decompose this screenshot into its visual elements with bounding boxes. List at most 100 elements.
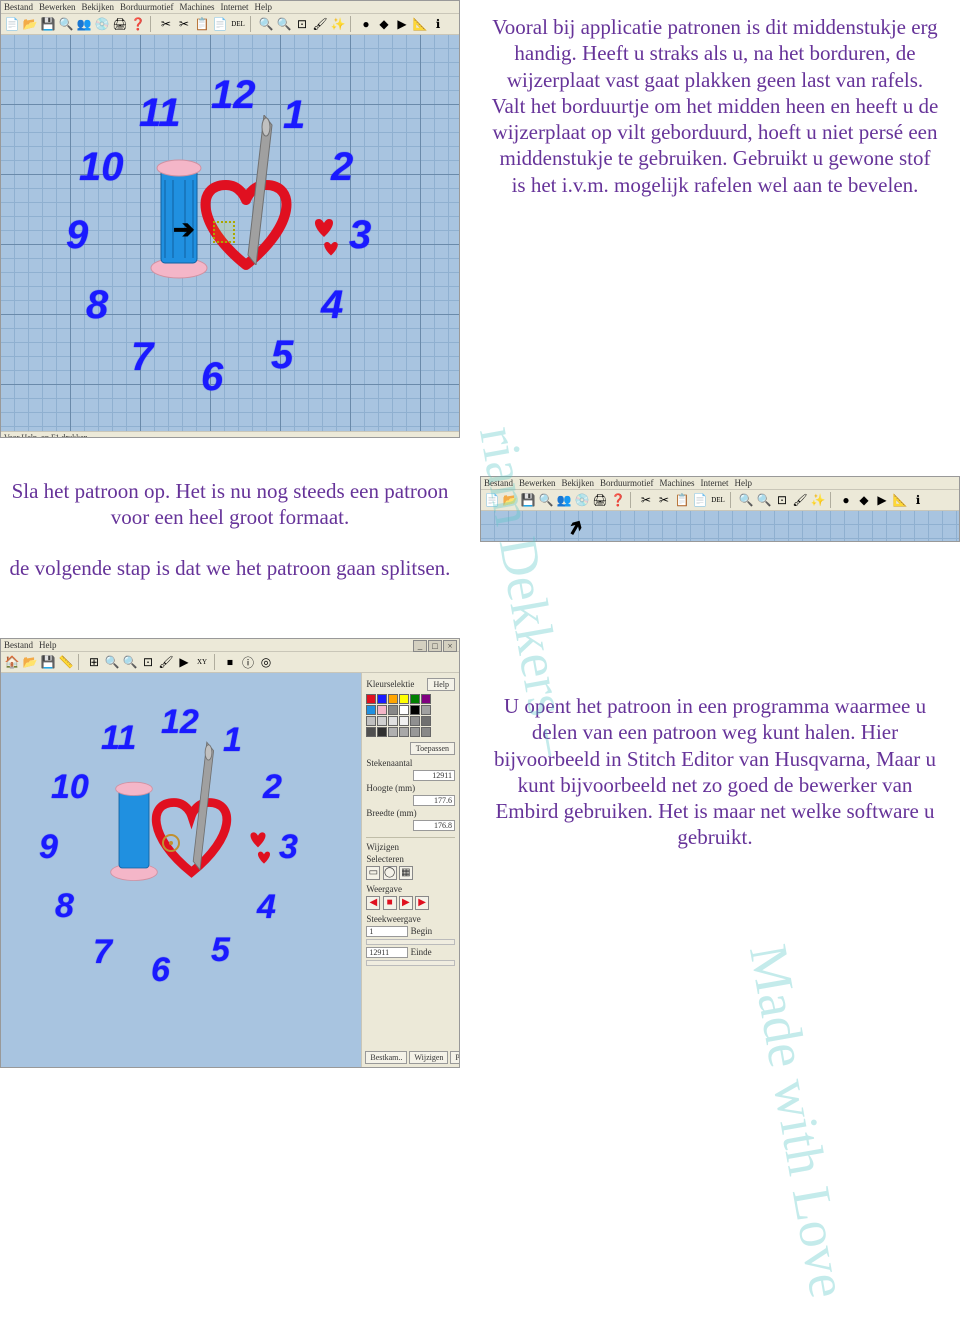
- save-icon[interactable]: 💾: [40, 16, 56, 32]
- menu-item[interactable]: Help: [734, 478, 752, 488]
- tool-icon[interactable]: 📐: [892, 492, 908, 508]
- color-swatch[interactable]: [399, 694, 409, 704]
- play-icon[interactable]: ▶: [399, 896, 413, 910]
- color-swatch[interactable]: [377, 727, 387, 737]
- help-button[interactable]: Help: [427, 678, 455, 691]
- del-icon[interactable]: DEL: [230, 16, 246, 32]
- info-icon[interactable]: ⓘ: [240, 654, 256, 670]
- people-icon[interactable]: 👥: [76, 16, 92, 32]
- menu-item[interactable]: Borduurmotief: [600, 478, 654, 488]
- color-swatch[interactable]: [399, 727, 409, 737]
- color-swatch[interactable]: [421, 705, 431, 715]
- fit-icon[interactable]: ⊡: [294, 16, 310, 32]
- menu-item[interactable]: Internet: [700, 478, 728, 488]
- help-icon[interactable]: ❓: [130, 16, 146, 32]
- zoom-in-icon[interactable]: 🔍: [258, 16, 274, 32]
- color-swatch[interactable]: [377, 705, 387, 715]
- info-icon[interactable]: ℹ: [910, 492, 926, 508]
- zoom-in-icon[interactable]: 🔍: [738, 492, 754, 508]
- color-swatch[interactable]: [399, 705, 409, 715]
- color-swatch[interactable]: [399, 716, 409, 726]
- save-icon[interactable]: 💾: [520, 492, 536, 508]
- copy-icon[interactable]: 📋: [194, 16, 210, 32]
- menu-item[interactable]: Borduurmotief: [120, 2, 174, 12]
- color-swatch[interactable]: [366, 716, 376, 726]
- zoom-out-icon[interactable]: 🔍: [756, 492, 772, 508]
- circle-icon[interactable]: ●: [358, 16, 374, 32]
- open-icon[interactable]: 📂: [502, 492, 518, 508]
- info-icon[interactable]: ℹ: [430, 16, 446, 32]
- del-icon[interactable]: DEL: [710, 492, 726, 508]
- open-icon[interactable]: 📂: [22, 654, 38, 670]
- color-swatch[interactable]: [410, 705, 420, 715]
- slider-begin[interactable]: [366, 939, 455, 945]
- menu-item[interactable]: Bestand: [484, 478, 513, 488]
- circle-icon[interactable]: ●: [838, 492, 854, 508]
- color-swatch[interactable]: [421, 727, 431, 737]
- brush-icon[interactable]: 🖌: [158, 654, 174, 670]
- brush-icon[interactable]: 🖌: [312, 16, 328, 32]
- open-icon[interactable]: 📂: [22, 16, 38, 32]
- menu-item[interactable]: Machines: [659, 478, 694, 488]
- color-swatch[interactable]: [410, 716, 420, 726]
- disk-icon[interactable]: 💿: [94, 16, 110, 32]
- find-icon[interactable]: 🔍: [58, 16, 74, 32]
- stop-icon[interactable]: ■: [383, 896, 397, 910]
- color-swatch[interactable]: [366, 727, 376, 737]
- save-icon[interactable]: 💾: [40, 654, 56, 670]
- color-swatch[interactable]: [410, 694, 420, 704]
- copy-icon[interactable]: 📋: [674, 492, 690, 508]
- color-swatch[interactable]: [366, 694, 376, 704]
- xy-icon[interactable]: XY: [194, 654, 210, 670]
- fit-icon[interactable]: ⊡: [140, 654, 156, 670]
- canvas-1[interactable]: 12 1 2 3 4 5 6 7 8 9 10 11: [1, 35, 460, 431]
- new-icon[interactable]: 📄: [484, 492, 500, 508]
- brush-icon[interactable]: 🖌: [792, 492, 808, 508]
- rewind-icon[interactable]: ◀: [366, 896, 380, 910]
- color-swatch[interactable]: [388, 694, 398, 704]
- home-icon[interactable]: 🏠: [4, 654, 20, 670]
- new-icon[interactable]: 📄: [4, 16, 20, 32]
- scissors-icon[interactable]: ✂: [638, 492, 654, 508]
- menu-item[interactable]: Bestand: [4, 2, 33, 12]
- play-icon[interactable]: ▶: [176, 654, 192, 670]
- print-icon[interactable]: 🖨: [592, 492, 608, 508]
- wand-icon[interactable]: ✨: [330, 16, 346, 32]
- tool-icon[interactable]: 📐: [412, 16, 428, 32]
- fit-icon[interactable]: ⊡: [774, 492, 790, 508]
- stop-icon[interactable]: ⏹: [222, 654, 238, 670]
- cut-icon[interactable]: ✂: [656, 492, 672, 508]
- color-swatch[interactable]: [421, 716, 431, 726]
- slider-end[interactable]: [366, 960, 455, 966]
- print-icon[interactable]: 🖨: [112, 16, 128, 32]
- zoom-out-icon[interactable]: 🔍: [122, 654, 138, 670]
- menu-item[interactable]: Bekijken: [81, 2, 114, 12]
- paste-icon[interactable]: 📄: [692, 492, 708, 508]
- maximize-icon[interactable]: □: [428, 640, 442, 652]
- canvas-3[interactable]: 12 1 2 3 4 5 6 7 8 9 10 11: [1, 673, 361, 1067]
- menu-item[interactable]: Bestand: [4, 640, 33, 650]
- color-swatch[interactable]: [388, 727, 398, 737]
- find-icon[interactable]: 🔍: [538, 492, 554, 508]
- color-swatch[interactable]: [388, 716, 398, 726]
- menu-item[interactable]: Bekijken: [561, 478, 594, 488]
- color-swatch[interactable]: [388, 705, 398, 715]
- begin-value[interactable]: 1: [366, 926, 408, 937]
- wand-icon[interactable]: ✨: [810, 492, 826, 508]
- select-tool-icon[interactable]: ◯: [383, 866, 397, 880]
- grid-icon[interactable]: ⊞: [86, 654, 102, 670]
- cut-icon[interactable]: ✂: [176, 16, 192, 32]
- shape-icon[interactable]: ▶: [874, 492, 890, 508]
- help-icon[interactable]: ❓: [610, 492, 626, 508]
- ruler-icon[interactable]: 📏: [58, 654, 74, 670]
- select-tool-icon[interactable]: ▭: [366, 866, 380, 880]
- apply-button[interactable]: Toepassen: [410, 742, 455, 755]
- scissors-icon[interactable]: ✂: [158, 16, 174, 32]
- shape-icon[interactable]: ▶: [394, 16, 410, 32]
- target-icon[interactable]: ◎: [258, 654, 274, 670]
- menu-item[interactable]: Machines: [179, 2, 214, 12]
- menu-item[interactable]: Help: [254, 2, 272, 12]
- zoom-out-icon[interactable]: 🔍: [276, 16, 292, 32]
- color-swatch[interactable]: [410, 727, 420, 737]
- select-tool-icon[interactable]: ▦: [399, 866, 413, 880]
